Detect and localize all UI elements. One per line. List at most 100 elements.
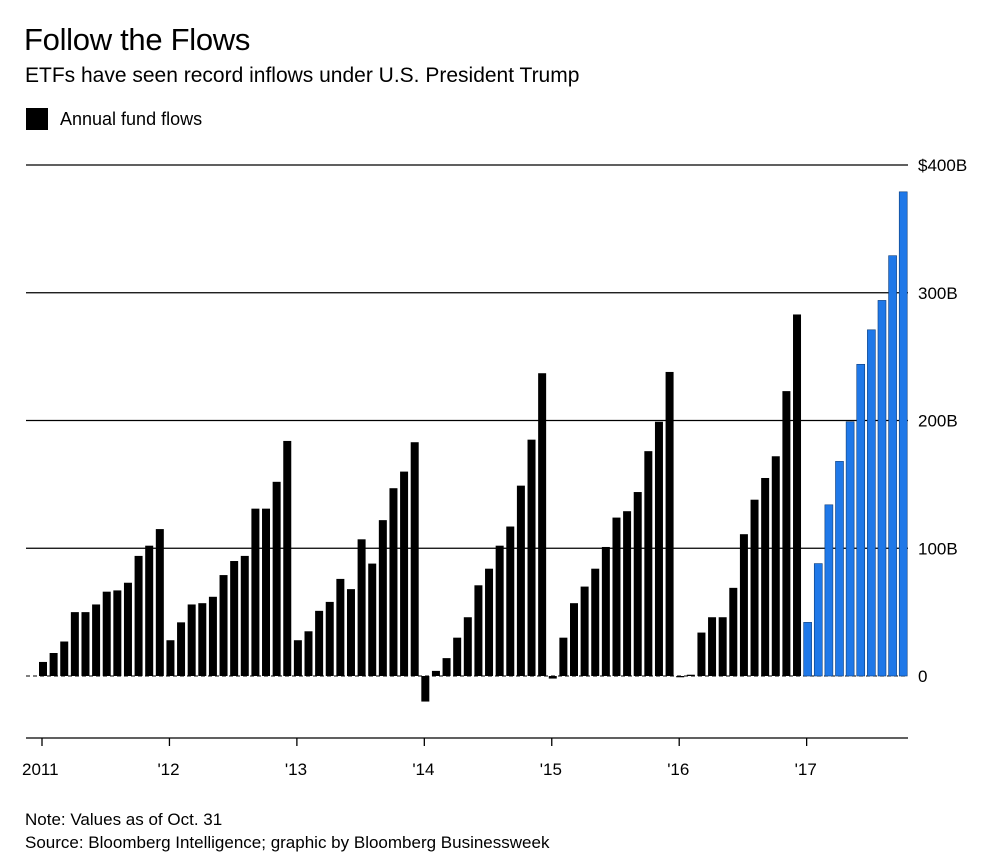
bar [463,617,472,677]
bar [474,585,483,676]
bar [368,563,377,676]
x-tick-label: '13 [285,760,307,779]
bar [485,568,494,676]
bar [644,451,653,676]
source-text: Source: Bloomberg Intelligence; graphic … [25,833,550,852]
bar [548,676,557,679]
bar [187,604,196,676]
legend: Annual fund flows [26,108,202,130]
bar [867,329,876,677]
x-tick-label: 2011 [22,760,59,779]
bar [506,526,515,676]
bar [251,508,260,676]
bar [771,456,780,676]
bar [60,641,69,676]
bar [888,255,897,677]
bar [665,371,674,676]
bar [262,508,271,676]
bar [538,373,547,676]
bar [718,617,727,677]
bar [453,637,462,676]
bar [559,637,568,676]
bar [421,676,430,702]
y-tick-label: 300B [918,284,958,303]
bar-chart: $400B 300B 200B 100B 0 2011 '12 '13 '14 '15 '16 '17 [22,156,967,779]
x-tick-label: '14 [412,760,434,779]
bar [898,191,908,677]
bar [166,640,175,676]
bar [739,534,748,676]
bar [208,596,217,676]
note-text: Note: Values as of Oct. 31 [25,810,223,829]
bar [155,529,164,676]
bar [676,676,685,678]
bar [824,504,834,677]
y-tick-label: 0 [918,667,927,686]
bar [845,421,855,677]
chart-title: Follow the Flows [24,22,251,57]
bar [198,603,207,676]
bar [793,314,802,676]
x-tick-label: '12 [157,760,179,779]
bar [580,586,589,677]
bar [835,461,844,677]
bar [304,631,313,676]
bar [39,661,47,676]
bar [325,601,334,676]
bar [389,488,398,676]
legend-label: Annual fund flows [60,108,203,129]
bar [591,568,600,676]
y-tick-label: 100B [918,539,958,558]
bar [686,674,695,676]
bar [293,640,302,676]
bar [145,545,154,676]
bar [623,511,632,676]
bar [601,546,610,676]
bar [708,617,717,677]
bar [357,539,366,676]
bar [177,622,186,677]
bar [346,589,355,676]
bar [410,442,419,676]
bar [442,658,451,677]
bar [761,477,770,676]
bar [813,563,823,677]
bar [527,439,536,676]
bar [570,603,578,676]
bar [219,575,228,676]
bar [516,485,525,676]
bar [877,300,887,677]
bar [230,561,239,676]
bar [283,440,292,676]
bar [123,582,132,676]
bar [336,578,345,676]
bar [654,421,663,676]
bar [81,612,90,677]
bar [113,590,122,676]
x-tick-label: '17 [795,760,817,779]
bar [315,610,324,676]
bar [697,632,706,677]
bar [49,653,58,676]
legend-swatch [26,108,48,130]
bar [729,587,738,676]
bar [803,622,812,677]
footnote: Note: Values as of Oct. 31 Source: Bloom… [25,808,549,854]
bar [750,499,759,676]
bar [400,471,409,676]
bar [240,555,249,676]
bar [92,604,101,676]
bar [782,391,791,676]
bar [612,517,621,676]
bar [272,481,281,676]
bar [102,591,111,676]
x-tick-label: '15 [540,760,562,779]
bar [856,363,866,677]
y-tick-label: 200B [918,412,958,431]
bar [633,492,642,676]
bar [134,555,143,676]
bar [431,670,440,676]
x-tick-label: '16 [667,760,689,779]
bar [70,612,79,677]
chart-subtitle: ETFs have seen record inflows under U.S.… [25,64,580,87]
